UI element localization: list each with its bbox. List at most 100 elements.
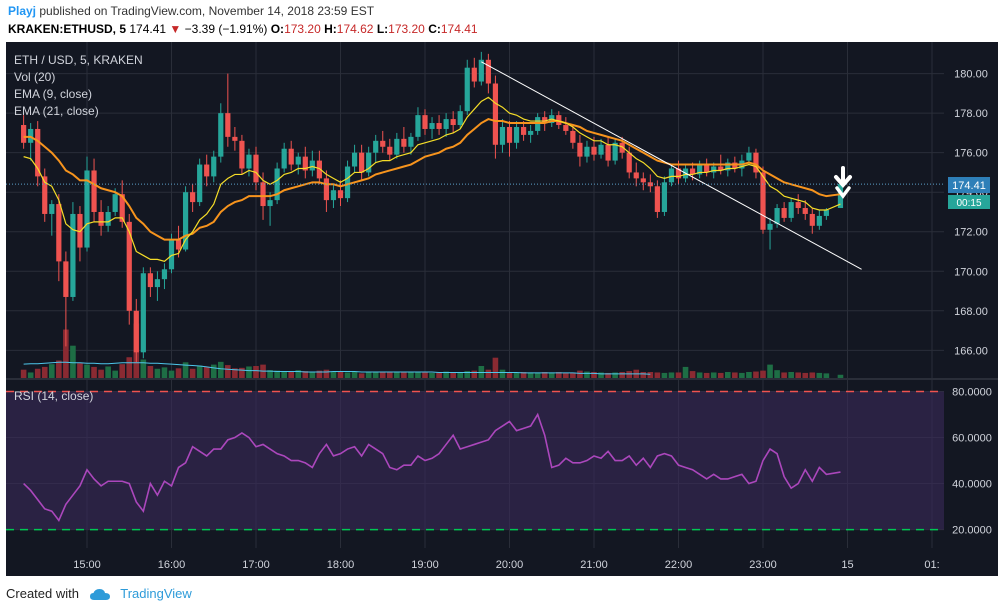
volume-bar	[591, 372, 597, 378]
high-label: H:	[324, 22, 337, 36]
volume-bar	[91, 366, 97, 378]
author-link[interactable]: Playj	[8, 4, 37, 18]
candle-body	[457, 111, 463, 126]
candle-body	[422, 115, 428, 129]
close-label: C:	[428, 22, 441, 36]
candle-body	[478, 59, 484, 82]
candle-body	[591, 146, 597, 155]
candle-body	[330, 190, 337, 201]
volume-bar	[295, 370, 302, 378]
candle-body	[344, 166, 351, 199]
tradingview-brand-link[interactable]: TradingView	[120, 586, 192, 601]
candle-body	[147, 273, 153, 288]
volume-bar	[27, 372, 34, 378]
volume-bar	[760, 370, 766, 378]
candle-body	[605, 144, 611, 161]
volume-bar	[267, 370, 273, 378]
volume-bar	[534, 372, 541, 378]
volume-bar	[788, 372, 794, 378]
open-label: O:	[270, 22, 285, 36]
chart-canvas[interactable]: 166.00168.00170.00172.00174.00176.00178.…	[0, 40, 1002, 580]
last-price: 174.41	[129, 22, 167, 36]
candle-body	[436, 123, 442, 129]
candle-body	[704, 164, 710, 173]
volume-bar	[541, 372, 548, 378]
volume-bar	[809, 372, 816, 378]
legend-ema9: EMA (9, close)	[14, 87, 92, 101]
candle-body	[563, 125, 569, 131]
header-line-2: KRAKEN:ETHUSD, 5 174.41 ▼ −3.39 (−1.91%)…	[8, 22, 478, 36]
candle-body	[175, 239, 182, 250]
volume-bar	[112, 370, 118, 378]
volume-bars	[20, 323, 844, 378]
candle-body	[253, 154, 259, 183]
candle-body	[542, 117, 548, 124]
candle-body	[809, 213, 815, 226]
candle-body	[429, 123, 435, 129]
volume-bar	[548, 372, 555, 378]
volume-bar	[563, 372, 569, 378]
candle-body	[168, 239, 175, 270]
candle-body	[697, 164, 703, 175]
candle-body	[753, 152, 759, 173]
candle-body	[584, 146, 590, 157]
volume-bar	[471, 370, 478, 378]
volume-bar	[732, 372, 738, 378]
candle-body	[56, 204, 62, 262]
time-tick-label: 17:00	[242, 559, 270, 571]
candle-body	[394, 138, 400, 155]
candle-body	[513, 126, 520, 143]
candle-body	[161, 269, 168, 280]
volume-bar	[239, 367, 245, 378]
candle-body	[464, 67, 470, 112]
candle-body	[70, 213, 76, 297]
candle-body	[246, 154, 252, 169]
low-value: 173.20	[388, 22, 425, 36]
candle-body	[823, 210, 829, 216]
candle-body	[506, 126, 513, 143]
volume-bar	[485, 369, 492, 378]
candle-body	[711, 166, 717, 173]
volume-bar	[84, 364, 90, 378]
candle-body	[415, 115, 421, 137]
candle-body	[21, 125, 27, 143]
candle-body	[816, 215, 822, 226]
volume-bar	[119, 364, 126, 378]
candle-body	[443, 119, 449, 129]
candle-body	[98, 211, 104, 226]
volume-bar	[323, 369, 330, 378]
volume-bar	[774, 370, 780, 378]
price-tick-label: 168.00	[954, 306, 988, 318]
price-tick-label: 178.00	[954, 108, 988, 120]
candle-body	[373, 140, 379, 153]
volume-bar	[168, 370, 175, 378]
candle-body	[380, 140, 386, 147]
volume-bar	[675, 372, 682, 378]
volume-bar	[189, 368, 196, 378]
created-with-text: Created with	[6, 586, 79, 601]
candle-body	[471, 67, 477, 82]
volume-bar	[140, 359, 147, 378]
candle-body	[182, 192, 189, 250]
legend-vol: Vol (20)	[14, 70, 55, 84]
volume-bar	[41, 366, 48, 378]
volume-bar	[668, 372, 675, 378]
volume-bar	[837, 374, 844, 378]
footer: Created with TradingView	[6, 586, 192, 602]
volume-bar	[344, 372, 351, 378]
candle-body	[408, 136, 414, 147]
volume-bar	[499, 369, 506, 378]
candle-body	[802, 208, 808, 214]
candle-body	[337, 190, 344, 199]
volume-bar	[598, 372, 604, 378]
close-value: 174.41	[440, 22, 478, 36]
volume-bar	[795, 372, 802, 378]
volume-bar	[281, 371, 287, 378]
volume-bar	[105, 366, 111, 378]
candle-body	[316, 160, 322, 179]
rsi-tick-label: 20.0000	[952, 525, 992, 537]
candle-body	[260, 182, 266, 207]
trendline[interactable]	[481, 61, 862, 270]
price-tick-label: 170.00	[954, 266, 988, 278]
volume-bar	[351, 371, 358, 378]
